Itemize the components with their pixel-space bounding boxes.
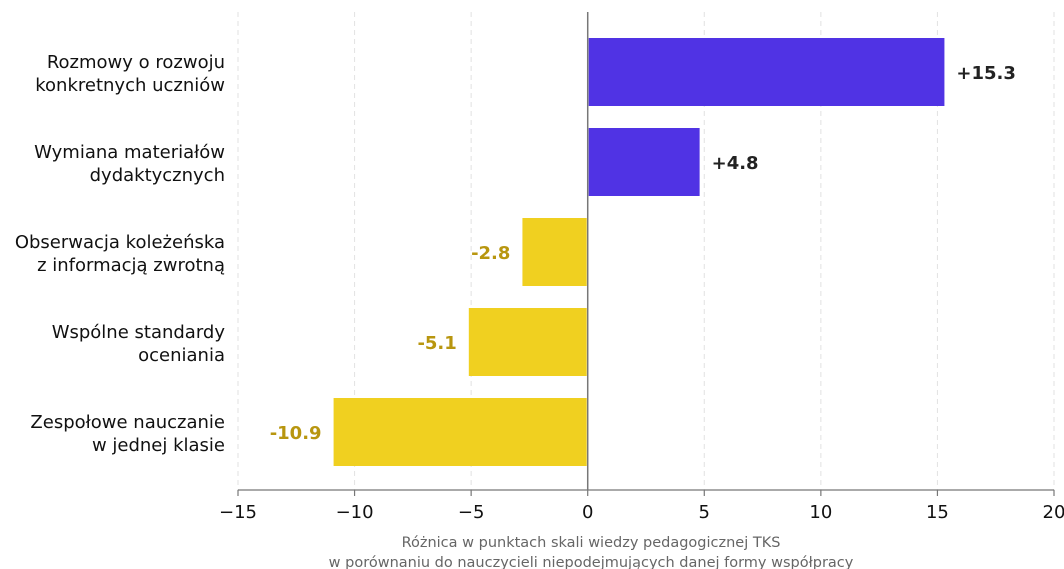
x-tick-label: 20: [1043, 502, 1064, 523]
category-label: Rozmowy o rozwoju konkretnych uczniów: [35, 52, 225, 96]
value-label: +15.3: [956, 63, 1016, 84]
value-label: +4.8: [712, 153, 759, 174]
category-label: Zespołowe nauczanie w jednej klasie: [30, 412, 225, 456]
category-label-line: konkretnych uczniów: [35, 75, 225, 96]
category-label: Wspólne standardy oceniania: [52, 322, 226, 366]
x-axis-label: Różnica w punktach skali wiedzy pedagogi…: [329, 535, 854, 569]
category-label-line: Rozmowy o rozwoju: [47, 52, 225, 73]
category-label-line: Zespołowe nauczanie: [30, 412, 225, 433]
x-tick-label: 15: [926, 502, 949, 523]
x-axis-label-line: w porównaniu do nauczycieli niepodejmują…: [329, 555, 854, 569]
bar: [468, 308, 587, 376]
bar: [333, 398, 587, 466]
x-tick-label: −10: [336, 502, 374, 523]
value-label: -2.8: [471, 243, 510, 264]
bar: [588, 38, 945, 106]
x-tick-label: −15: [219, 502, 257, 523]
category-label-line: oceniania: [138, 345, 225, 366]
value-label: -5.1: [417, 333, 456, 354]
category-label: Wymiana materiałów dydaktycznych: [34, 142, 225, 186]
bar: [522, 218, 587, 286]
category-label-line: Wspólne standardy: [52, 322, 226, 343]
bar: [588, 128, 700, 196]
category-label-line: dydaktycznych: [90, 165, 225, 186]
x-tick-label: −5: [458, 502, 485, 523]
category-label-line: z informacją zwrotną: [37, 255, 225, 276]
x-tick-label: 10: [809, 502, 832, 523]
category-label-line: Obserwacja koleżeńska: [15, 232, 225, 253]
category-label-line: Wymiana materiałów: [34, 142, 225, 163]
x-tick-label: 5: [699, 502, 710, 523]
category-label: Obserwacja koleżeńska z informacją zwrotn…: [15, 232, 225, 276]
category-label-line: w jednej klasie: [92, 435, 225, 456]
x-tick-label: 0: [582, 502, 593, 523]
value-label: -10.9: [270, 423, 322, 444]
x-axis-label-line: Różnica w punktach skali wiedzy pedagogi…: [402, 535, 781, 551]
